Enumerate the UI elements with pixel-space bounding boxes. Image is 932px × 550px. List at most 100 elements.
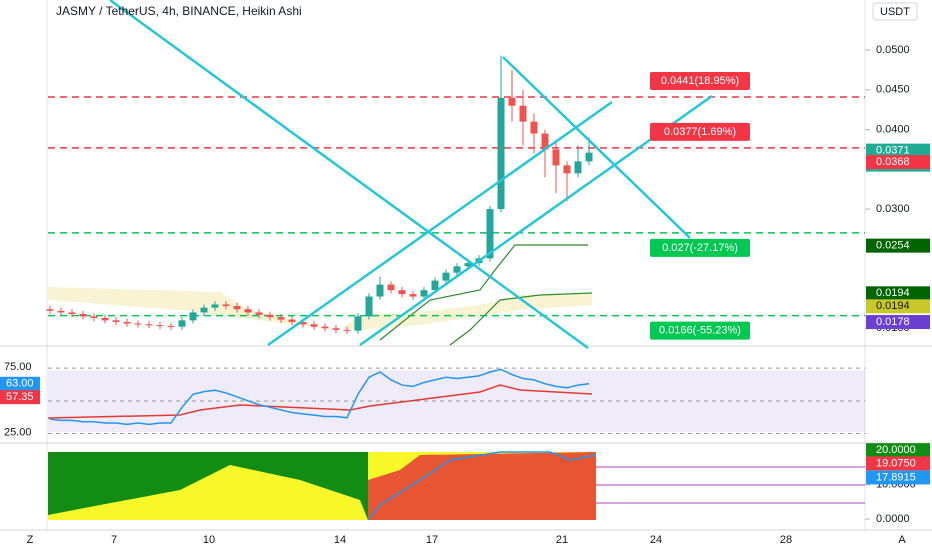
price-badge bbox=[866, 238, 930, 253]
candle-body bbox=[530, 121, 538, 134]
candle-body bbox=[354, 316, 362, 331]
candle-body bbox=[277, 317, 285, 320]
price-badge bbox=[866, 315, 930, 330]
candle-body bbox=[420, 290, 428, 297]
candle-body bbox=[178, 320, 186, 327]
currency[interactable]: USDT bbox=[880, 6, 910, 18]
candle-body bbox=[398, 290, 406, 295]
osc-badge-label: 20.0000 bbox=[876, 444, 916, 456]
candle-body bbox=[519, 105, 527, 122]
x-tick-label: 10 bbox=[203, 534, 215, 546]
osc-badge-label: 17.8915 bbox=[876, 471, 916, 483]
price-badge-label: 0.0368 bbox=[876, 156, 910, 168]
level-label-box bbox=[650, 71, 750, 90]
candle-body bbox=[145, 324, 153, 326]
level-label-box bbox=[650, 238, 750, 257]
rsi-badge bbox=[0, 376, 40, 391]
osc-badge-label: 19.0750 bbox=[876, 457, 916, 469]
candle-body bbox=[101, 317, 109, 321]
osc-tick-label: 0.0000 bbox=[876, 513, 910, 525]
candle-body bbox=[321, 326, 329, 329]
indicator-line bbox=[449, 292, 593, 346]
candle-body bbox=[255, 312, 263, 315]
rsi-line bbox=[49, 368, 590, 426]
candle-body bbox=[57, 310, 65, 313]
candle-body bbox=[310, 324, 318, 327]
candle-body bbox=[123, 321, 131, 324]
currency-button[interactable] bbox=[872, 2, 918, 21]
price-badge-label: 0.0178 bbox=[876, 316, 910, 328]
price-badge-label: 0.0254 bbox=[876, 240, 910, 252]
candle-body bbox=[112, 320, 120, 322]
candle-body bbox=[464, 263, 472, 267]
level-label: 0.0166(-55.23%) bbox=[659, 324, 741, 336]
candle-body bbox=[156, 325, 164, 327]
rsi-badge-label: 57.35 bbox=[6, 391, 34, 403]
candle-body bbox=[167, 325, 175, 327]
candle-body bbox=[233, 306, 241, 310]
x-tick-label: 28 bbox=[780, 534, 792, 546]
osc-block bbox=[48, 465, 368, 520]
price-badge bbox=[866, 155, 930, 170]
candle-body bbox=[46, 309, 54, 311]
candle-body bbox=[244, 309, 252, 313]
x-tick-label: 7 bbox=[111, 534, 117, 546]
y-tick-label: 0.0300 bbox=[876, 203, 910, 215]
candle-body bbox=[497, 97, 505, 210]
candle-body bbox=[409, 294, 417, 297]
candle-body bbox=[299, 321, 307, 325]
candle-body bbox=[453, 266, 461, 273]
rsi-signal bbox=[47, 384, 593, 419]
candle-body bbox=[508, 97, 516, 106]
candle-body bbox=[574, 161, 582, 174]
trendline bbox=[267, 100, 613, 347]
candle-body bbox=[200, 307, 208, 313]
price-badge-label: 0.0371 bbox=[876, 145, 910, 157]
candle-body bbox=[376, 284, 384, 297]
cloud bbox=[48, 287, 592, 330]
candle-body bbox=[343, 329, 351, 331]
x-tick-label: 24 bbox=[650, 534, 662, 546]
osc-line bbox=[367, 451, 597, 521]
osc-badge bbox=[866, 443, 930, 458]
price-badge bbox=[866, 299, 930, 314]
candle-body bbox=[211, 304, 219, 308]
candle-body bbox=[387, 284, 395, 291]
candle-body bbox=[365, 296, 373, 317]
price-badge-label: 0.0194 bbox=[876, 287, 910, 299]
y-tick-label: 0.0450 bbox=[876, 84, 910, 96]
candle-body bbox=[486, 209, 494, 259]
indicator-line bbox=[379, 244, 588, 341]
x-tick-label: 17 bbox=[426, 534, 438, 546]
trendline bbox=[502, 56, 691, 239]
candle-body bbox=[288, 319, 296, 322]
rsi-tick-label: 75.00 bbox=[4, 361, 32, 373]
price-badge-label: 0.0194 bbox=[876, 300, 910, 312]
rsi-badge bbox=[0, 390, 40, 405]
candle-body bbox=[585, 152, 593, 162]
level-label: 0.0377(1.69%) bbox=[664, 126, 736, 138]
level-label: 0.027(-27.17%) bbox=[662, 242, 738, 254]
x-tick-label: 14 bbox=[334, 534, 346, 546]
corner-right[interactable]: A bbox=[898, 534, 906, 546]
x-tick-label: 21 bbox=[556, 534, 568, 546]
y-tick-label: 0.0400 bbox=[876, 123, 910, 135]
candle-body bbox=[79, 313, 87, 317]
candle-body bbox=[541, 133, 549, 150]
corner-left[interactable]: Z bbox=[27, 534, 34, 546]
level-label: 0.0441(18.95%) bbox=[661, 75, 739, 87]
candle-body bbox=[68, 312, 76, 314]
osc-badge bbox=[866, 456, 930, 471]
candle-body bbox=[332, 328, 340, 330]
osc-block bbox=[368, 452, 596, 520]
chart-title: JASMY / TetherUS, 4h, BINANCE, Heikin As… bbox=[56, 4, 302, 18]
level-label-box bbox=[650, 321, 750, 340]
rsi-badge-label: 63.00 bbox=[6, 378, 34, 390]
osc-badge bbox=[866, 470, 930, 485]
price-badge bbox=[866, 286, 930, 301]
rsi-tick-label: 25.00 bbox=[4, 426, 32, 438]
candle-body bbox=[90, 316, 98, 318]
candle-body bbox=[563, 165, 571, 174]
candle-body bbox=[431, 280, 439, 291]
